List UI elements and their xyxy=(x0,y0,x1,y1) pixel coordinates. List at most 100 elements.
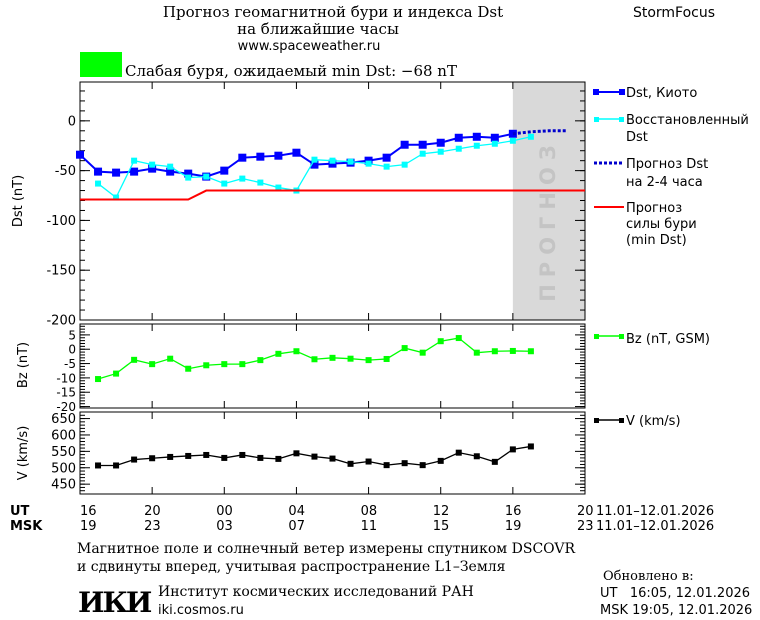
v-data-point xyxy=(113,462,120,469)
dst-data-point xyxy=(329,157,336,164)
dst-data-point xyxy=(437,148,444,155)
dst-data-point xyxy=(274,151,283,160)
y-tick-label: 0 xyxy=(68,343,76,357)
note-line-2: и сдвинуты вперед, учитывая распростране… xyxy=(77,559,506,575)
y-tick-label: -150 xyxy=(46,264,76,279)
v-data-point xyxy=(329,455,336,462)
date-range-msk: 11.01–12.01.2026 xyxy=(596,519,714,534)
bz-data-point xyxy=(113,370,120,377)
dst-data-point xyxy=(455,145,462,152)
dst-data-point xyxy=(383,163,390,170)
source-url[interactable]: www.spaceweather.ru xyxy=(238,39,381,54)
y-tick-label: -20 xyxy=(56,400,76,414)
dst-data-point xyxy=(436,138,445,147)
dst-data-point xyxy=(491,140,498,147)
legend: Dst, Киото Восстановленный Dst Прогноз D… xyxy=(593,86,749,429)
y-tick-label: 5 xyxy=(68,328,76,342)
legend-dst-kyoto: Dst, Киото xyxy=(593,86,697,101)
dst-data-point xyxy=(167,163,174,170)
legend-forecast-dst: Прогноз Dst на 2-4 часа xyxy=(594,157,708,190)
dst-data-point xyxy=(148,164,157,173)
dst-panel: 0 -50 -100 -150 -200 xyxy=(46,81,586,329)
y-tick-label: -10 xyxy=(56,371,76,385)
bz-data-point xyxy=(455,335,462,342)
y-tick-label: -5 xyxy=(64,357,76,371)
v-data-point xyxy=(203,451,210,458)
svg-text:Dst, Киото: Dst, Киото xyxy=(626,86,697,101)
legend-v: V (km/s) xyxy=(594,414,681,429)
v-plot-frame xyxy=(79,411,586,495)
dst-data-point xyxy=(149,161,156,168)
iki-logo: ИКИ xyxy=(78,586,152,619)
bz-data-point xyxy=(257,357,264,364)
v-data-point xyxy=(509,446,516,453)
v-data-point xyxy=(491,458,498,465)
bz-data-point xyxy=(491,348,498,355)
bz-data-point xyxy=(311,356,318,363)
bz-data-point xyxy=(365,357,372,364)
storm-status-text: Слабая буря, ожидаемый min Dst: −68 nT xyxy=(125,62,457,80)
bz-data-point xyxy=(203,362,210,369)
v-data-point xyxy=(167,453,174,460)
y-tick-label: 500 xyxy=(51,461,76,476)
bz-plot-frame xyxy=(79,323,586,409)
dst-data-point xyxy=(131,157,138,164)
bz-data-point xyxy=(509,347,516,354)
dst-data-point xyxy=(400,140,409,149)
v-data-point xyxy=(95,462,102,469)
dst-data-point xyxy=(185,174,192,181)
dst-data-point xyxy=(76,150,84,159)
bz-data-point xyxy=(473,349,480,356)
ut-tick-label: 20 xyxy=(577,504,594,519)
v-data-point xyxy=(239,451,246,458)
y-tick-label: 550 xyxy=(51,445,76,460)
bz-data-point xyxy=(329,354,336,361)
msk-tick-label: 15 xyxy=(433,519,450,534)
institute-url[interactable]: iki.cosmos.ru xyxy=(158,603,244,618)
v-data-point xyxy=(473,453,480,460)
v-data-point xyxy=(401,460,408,467)
dst-data-point xyxy=(112,168,121,177)
chart-title: Прогноз геомагнитной бури и индекса Dst xyxy=(163,3,503,21)
svg-text:(min Dst): (min Dst) xyxy=(626,233,687,248)
note-line-1: Магнитное поле и солнечный ветер измерен… xyxy=(77,541,576,557)
y-tick-label: 450 xyxy=(51,478,76,493)
bz-data-point xyxy=(293,348,300,355)
forecast-zone-label: ПРОГНОЗ xyxy=(536,138,560,302)
dst-data-point xyxy=(184,169,193,178)
msk-tick-label: 03 xyxy=(216,519,233,534)
dst-data-point xyxy=(95,180,102,187)
dst-data-point xyxy=(365,160,372,167)
dst-data-point xyxy=(239,175,246,182)
chart-subtitle: на ближайшие часы xyxy=(237,20,399,38)
dst-data-point xyxy=(401,161,408,168)
msk-tick-label: 23 xyxy=(577,519,594,534)
v-data-point xyxy=(347,460,354,467)
bz-data-point xyxy=(167,355,174,362)
updated-ut: UT 16:05, 12.01.2026 xyxy=(600,586,750,601)
y-tick-label: -15 xyxy=(56,386,76,400)
ut-tick-label: 20 xyxy=(144,504,161,519)
msk-label: MSK xyxy=(10,519,43,534)
svg-text:на 2-4 часа: на 2-4 часа xyxy=(626,175,703,190)
v-data-point xyxy=(455,449,462,456)
ut-tick-label: 08 xyxy=(361,504,378,519)
legend-storm-forecast: Прогноз силы бури (min Dst) xyxy=(594,201,697,248)
dst-data-point xyxy=(257,179,264,186)
y-tick-label: 600 xyxy=(51,428,76,443)
ut-label: UT xyxy=(10,504,30,519)
v-data-point xyxy=(149,455,156,462)
svg-text:Восстановленный: Восстановленный xyxy=(626,113,749,128)
v-data-point xyxy=(311,453,318,460)
msk-tick-label: 11 xyxy=(361,519,378,534)
legend-bz: Bz (nT, GSM) xyxy=(594,332,710,347)
v-data-point xyxy=(131,456,138,463)
institute-name: Институт космических исследований РАН xyxy=(158,584,474,600)
bz-data-point xyxy=(149,361,156,368)
v-data-point xyxy=(419,462,426,469)
dst-series-line-2 xyxy=(512,129,567,136)
v-data-point xyxy=(293,450,300,457)
svg-text:Dst: Dst xyxy=(626,130,648,145)
